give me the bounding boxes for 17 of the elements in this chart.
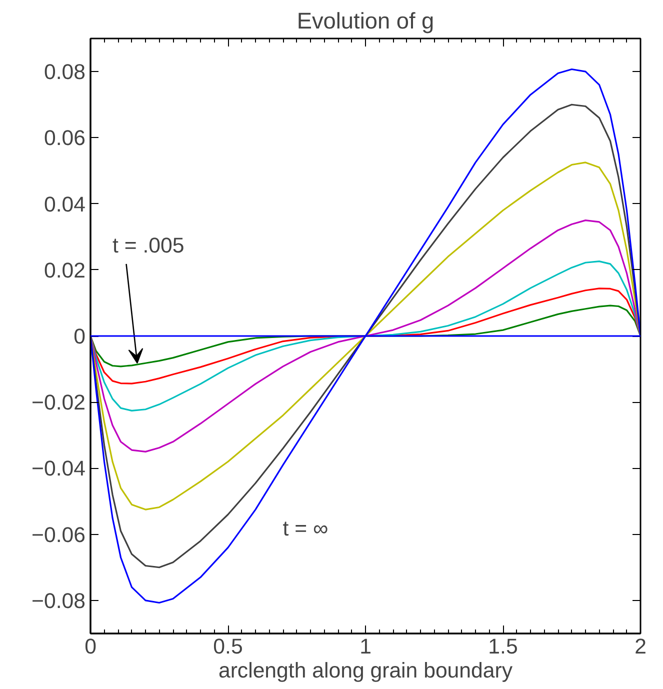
annotation: t = .005: [112, 233, 184, 258]
y-tick-label: 0.06: [44, 126, 86, 150]
x-axis-title: arclength along grain boundary: [218, 658, 513, 682]
y-tick-label: 0.04: [44, 192, 86, 216]
y-tick-label: 0.08: [44, 60, 86, 84]
x-tick-label: 0.5: [213, 634, 243, 658]
y-tick-label: −0.02: [32, 390, 86, 415]
x-tick-label: 2: [634, 634, 646, 658]
x-tick-label: 1: [360, 634, 372, 658]
x-tick-label: 1.5: [488, 634, 518, 658]
y-tick-label: 0.02: [44, 258, 86, 282]
y-tick-label: −0.06: [32, 522, 86, 547]
y-tick-label: −0.04: [32, 456, 86, 481]
annotation: t = ∞: [282, 516, 328, 540]
chart-title: Evolution of g: [296, 8, 434, 34]
y-tick-label: 0: [74, 324, 86, 348]
y-tick-label: −0.08: [32, 588, 86, 613]
